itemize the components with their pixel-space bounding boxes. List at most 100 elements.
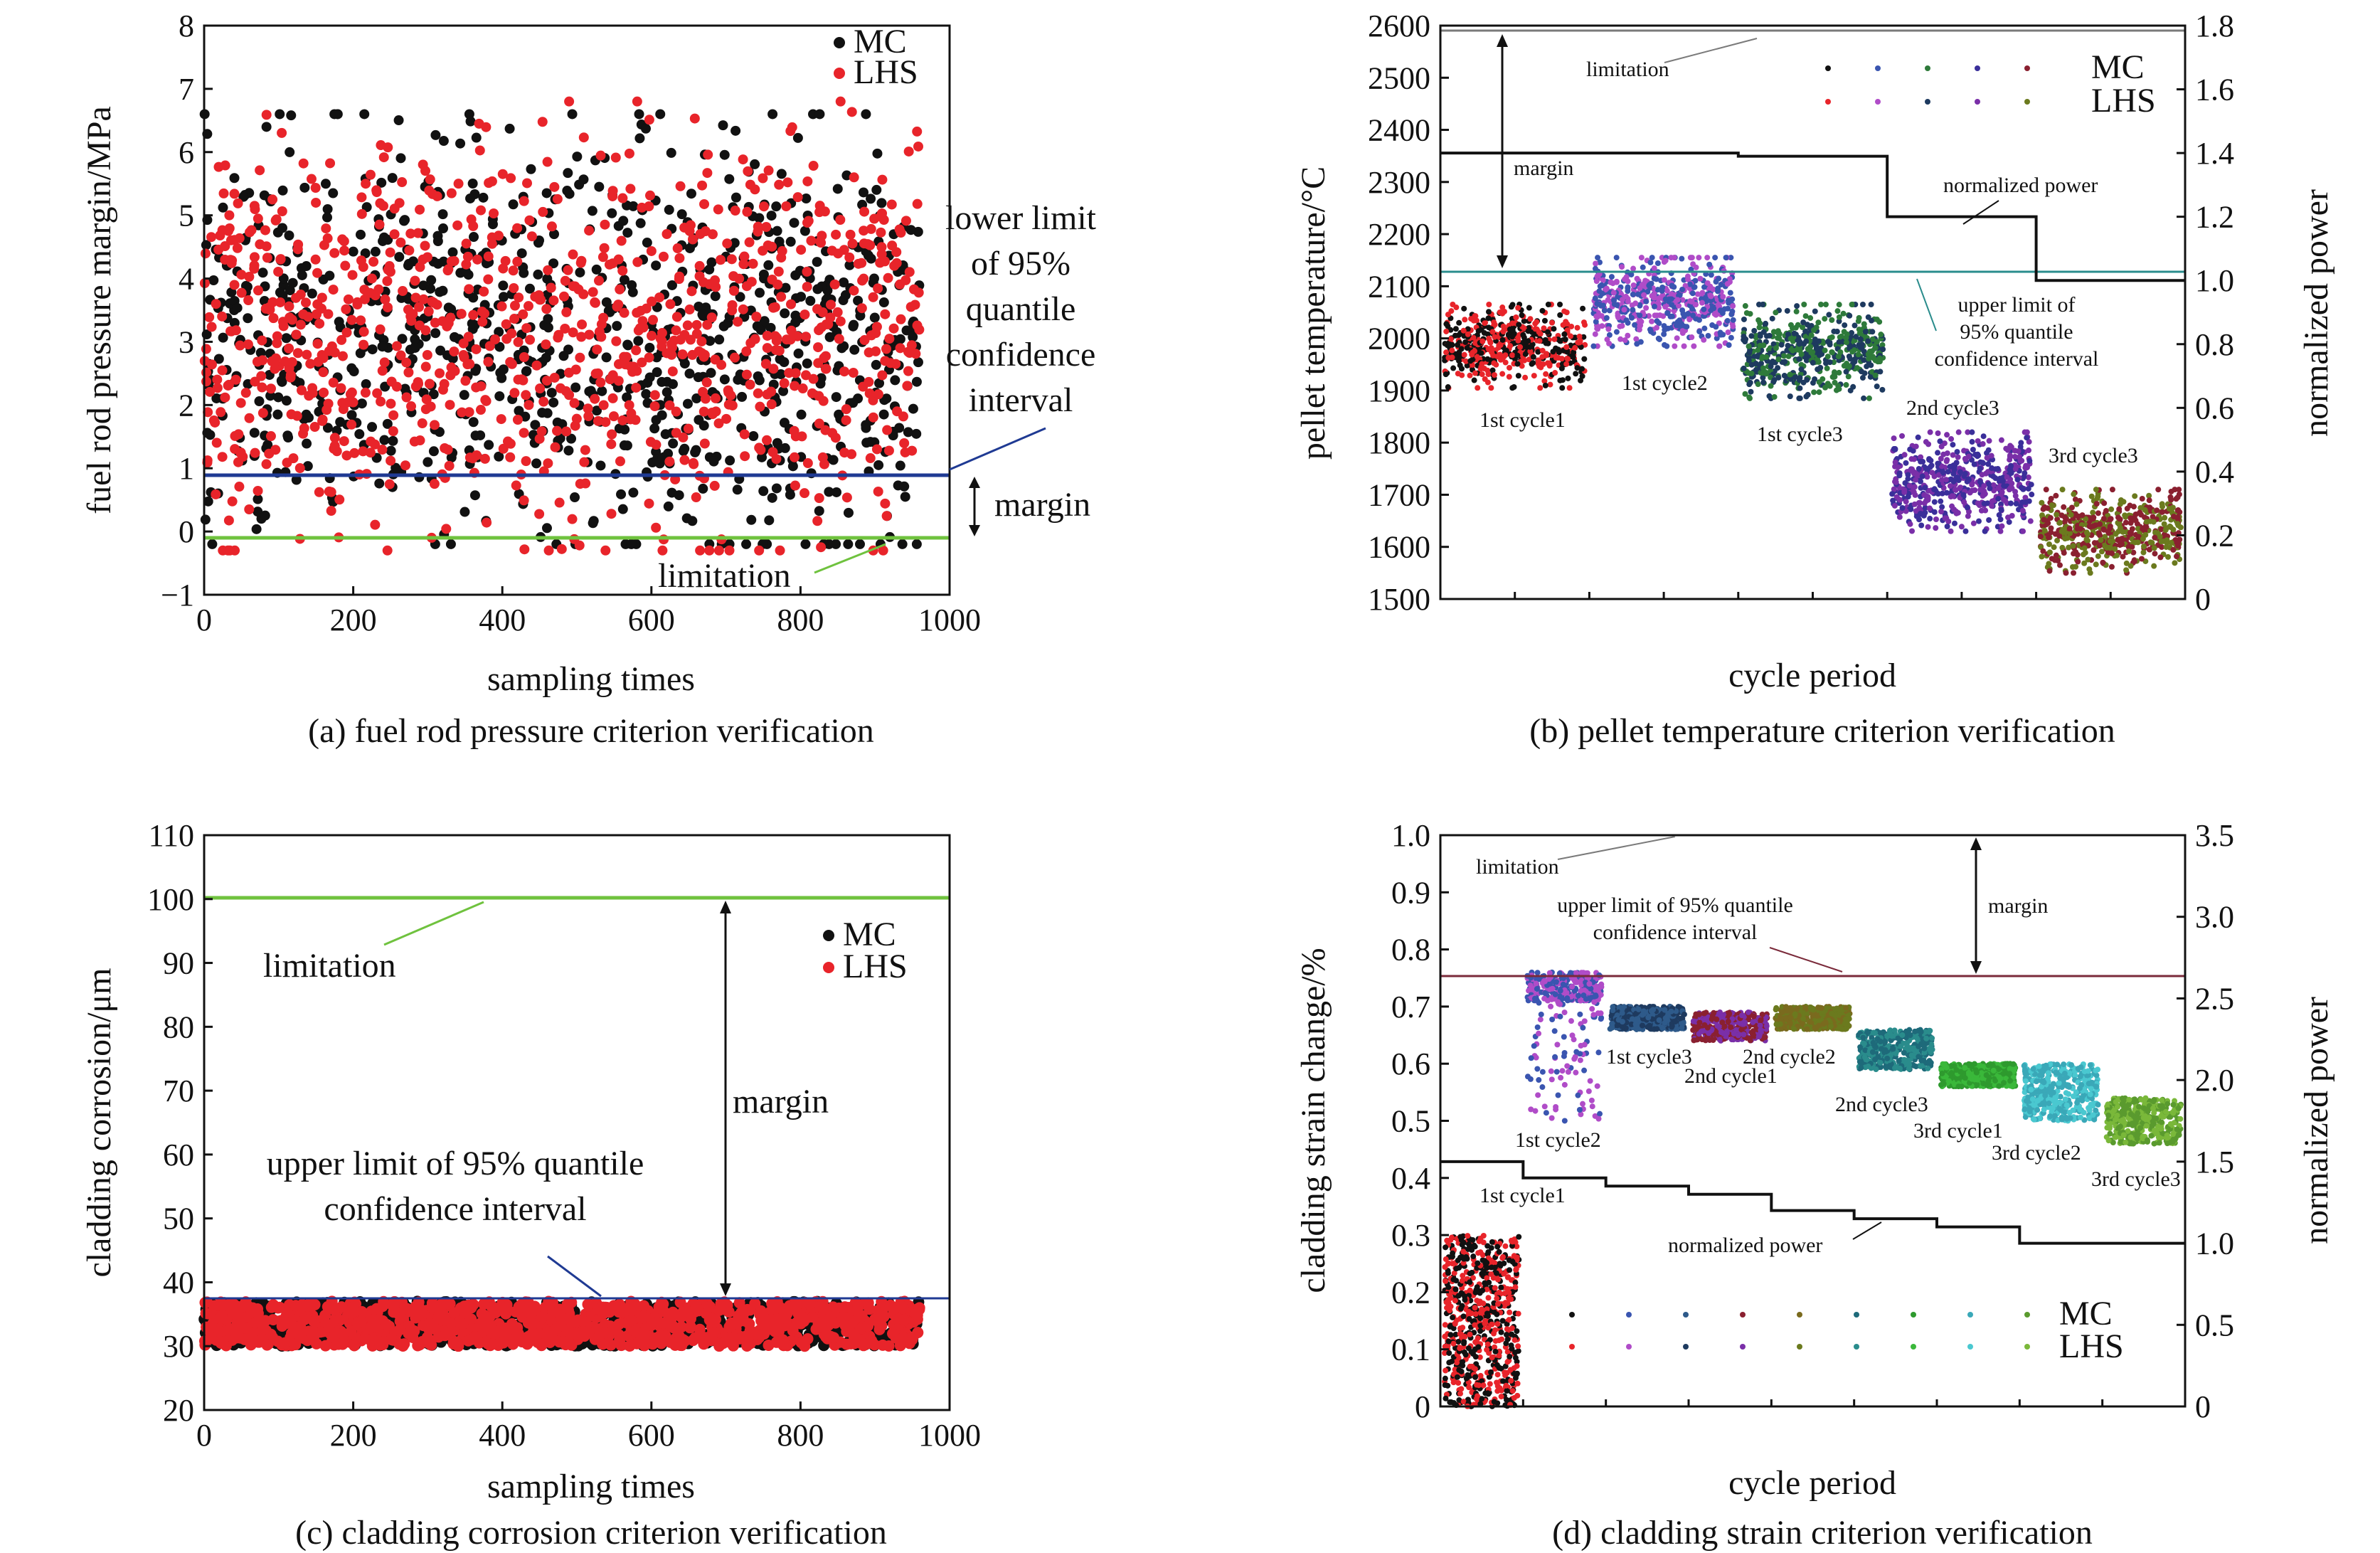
- scatter-point: [1990, 473, 1997, 479]
- scatter-point: [740, 451, 750, 462]
- scatter-point: [1768, 383, 1774, 389]
- scatter-point: [1472, 313, 1478, 319]
- panel-b-quantile-text-3: confidence interval: [1935, 347, 2099, 371]
- scatter-point: [1593, 260, 1599, 267]
- scatter-point: [706, 257, 717, 267]
- scatter-point: [553, 332, 563, 343]
- scatter-point: [616, 235, 627, 246]
- scatter-point: [410, 275, 420, 286]
- scatter-point: [2018, 440, 2024, 446]
- scatter-point: [675, 181, 686, 191]
- scatter-point: [631, 382, 642, 393]
- scatter-point: [777, 245, 787, 256]
- scatter-point: [682, 320, 693, 331]
- scatter-point: [552, 194, 563, 204]
- scatter-point: [1580, 305, 1586, 312]
- scatter-point: [1847, 312, 1853, 319]
- scatter-point: [858, 187, 868, 198]
- scatter-point: [1730, 323, 1736, 329]
- legend-dot: [1975, 65, 1980, 71]
- scatter-point: [861, 420, 871, 430]
- scatter-point: [691, 393, 702, 404]
- legend-dot: [1875, 99, 1881, 105]
- scatter-point: [1461, 305, 1467, 312]
- scatter-point: [2041, 516, 2047, 523]
- scatter-point: [1696, 317, 1702, 323]
- scatter-point: [546, 282, 556, 293]
- scatter-point: [265, 391, 276, 401]
- scatter-point: [1497, 356, 1504, 363]
- scatter-point: [1617, 323, 1623, 329]
- scatter-point: [423, 306, 434, 317]
- legend-dot: [1875, 65, 1881, 71]
- scatter-point: [1995, 485, 2002, 492]
- y2-tick-label: 1.8: [2195, 9, 2234, 43]
- scatter-point: [552, 425, 563, 436]
- scatter-point: [1927, 429, 1933, 435]
- scatter-point: [1472, 370, 1478, 376]
- scatter-point: [763, 240, 773, 250]
- scatter-point: [322, 423, 333, 433]
- scatter-point: [336, 383, 346, 393]
- scatter-point: [2130, 504, 2137, 510]
- scatter-point: [314, 318, 325, 329]
- scatter-point: [282, 430, 293, 441]
- scatter-point: [374, 478, 385, 489]
- scatter-point: [291, 329, 302, 340]
- scatter-point: [1443, 321, 1450, 327]
- scatter-point: [483, 356, 494, 367]
- scatter-point: [913, 287, 924, 298]
- scatter-point: [1716, 275, 1722, 282]
- scatter-point: [607, 191, 618, 201]
- scatter-point: [378, 152, 389, 163]
- scatter-point: [334, 494, 345, 505]
- scatter-point: [1542, 336, 1548, 343]
- scatter-point: [1832, 373, 1838, 380]
- scatter-point: [588, 516, 599, 526]
- scatter-point: [2146, 546, 2152, 553]
- scatter-point: [455, 138, 466, 149]
- scatter-point: [647, 296, 657, 307]
- scatter-point: [1654, 318, 1660, 324]
- scatter-point: [1497, 342, 1504, 349]
- scatter-point: [1960, 492, 1967, 498]
- scatter-point: [467, 453, 478, 464]
- scatter-point: [644, 372, 655, 383]
- scatter-point: [626, 408, 637, 419]
- scatter-point: [298, 428, 309, 439]
- scatter-point: [738, 154, 748, 165]
- scatter-point: [509, 388, 520, 398]
- scatter-point: [719, 374, 730, 385]
- scatter-point: [1977, 479, 1983, 485]
- scatter-point: [1573, 371, 1579, 377]
- scatter-point: [1669, 282, 1675, 289]
- scatter-point: [911, 428, 922, 439]
- scatter-point: [519, 495, 529, 506]
- scatter-point: [1516, 322, 1522, 328]
- y-tick-label: 2100: [1368, 269, 1430, 304]
- scatter-point: [467, 318, 477, 329]
- scatter-point: [812, 516, 823, 526]
- scatter-point: [2072, 497, 2078, 503]
- scatter-point: [1950, 452, 1956, 458]
- scatter-point: [558, 291, 569, 302]
- scatter-point: [702, 168, 713, 179]
- scatter-point: [449, 255, 459, 266]
- scatter-point: [1484, 356, 1491, 362]
- scatter-point: [524, 283, 535, 294]
- scatter-point: [521, 390, 531, 401]
- scatter-point: [597, 386, 607, 396]
- scatter-point: [1668, 255, 1674, 261]
- scatter-point: [2137, 509, 2143, 516]
- scatter-point: [298, 158, 309, 169]
- scatter-point: [498, 364, 509, 375]
- scatter-point: [1791, 330, 1797, 336]
- panel-b-limitation-pointer: [1664, 38, 1758, 63]
- scatter-point: [1891, 502, 1898, 509]
- scatter-point: [227, 496, 238, 507]
- scatter-point: [1552, 370, 1558, 376]
- scatter-point: [758, 173, 768, 184]
- scatter-point: [1536, 338, 1543, 344]
- scatter-point: [599, 243, 610, 253]
- scatter-point: [280, 356, 290, 367]
